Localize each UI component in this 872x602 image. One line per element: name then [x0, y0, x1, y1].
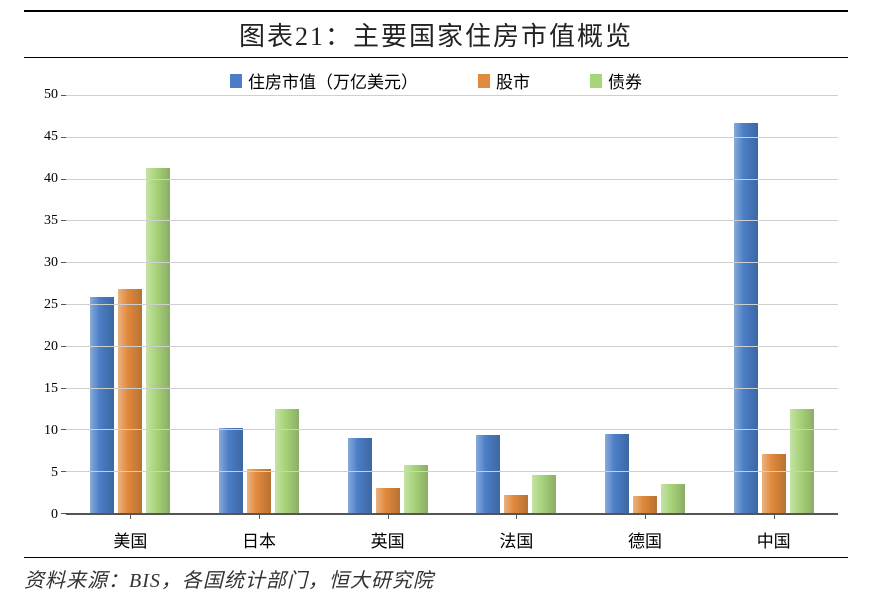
y-tick-mark [61, 220, 66, 221]
y-tick-label: 40 [44, 171, 58, 187]
bar-bond [790, 409, 814, 514]
bar-housing [348, 438, 372, 513]
y-tick-label: 10 [44, 423, 58, 439]
gridline [66, 220, 838, 221]
y-tick-mark [61, 95, 66, 96]
x-label: 日本 [195, 519, 324, 555]
y-tick-mark [61, 388, 66, 389]
plot-area [66, 95, 838, 515]
bar-bond [275, 409, 299, 514]
legend-item: 股市 [478, 68, 530, 93]
legend-label: 债券 [608, 68, 642, 93]
y-tick-label: 15 [44, 381, 58, 397]
chart-title: 图表21：主要国家住房市值概览 [239, 22, 633, 51]
y-tick-mark [61, 513, 66, 514]
y-tick-mark [61, 179, 66, 180]
y-tick-label: 25 [44, 297, 58, 313]
legend-label: 住房市值（万亿美元） [248, 68, 418, 93]
bar-housing [605, 434, 629, 513]
y-tick-label: 50 [44, 87, 58, 103]
y-tick-mark [61, 304, 66, 305]
y-tick-mark [61, 346, 66, 347]
y-tick-label: 20 [44, 339, 58, 355]
legend-label: 股市 [496, 68, 530, 93]
y-tick-label: 30 [44, 255, 58, 271]
gridline [66, 471, 838, 472]
legend-item: 债券 [590, 68, 642, 93]
y-tick-mark [61, 262, 66, 263]
y-tick-label: 0 [51, 507, 58, 523]
figure-container: 图表21：主要国家住房市值概览 住房市值（万亿美元） 股市 债券 0 5 10 15 20 2… [0, 0, 872, 602]
bar-housing [90, 297, 114, 513]
bar-stock [762, 454, 786, 513]
source-text: 资料来源：BIS，各国统计部门，恒大研究院 [24, 570, 434, 592]
gridline [66, 262, 838, 263]
gridline [66, 429, 838, 430]
gridline [66, 346, 838, 347]
bar-stock [247, 469, 271, 513]
bar-stock [376, 488, 400, 513]
y-tick-mark [61, 471, 66, 472]
x-label: 中国 [709, 519, 838, 555]
legend-swatch [230, 74, 242, 88]
gridline [66, 95, 838, 96]
gridline [66, 388, 838, 389]
y-tick-mark [61, 429, 66, 430]
chart-area: 05101520253035404550 美国日本英国法国德国中国 [24, 95, 848, 555]
gridline [66, 304, 838, 305]
x-label: 美国 [66, 519, 195, 555]
bar-stock [633, 496, 657, 513]
legend-swatch [478, 74, 490, 88]
bar-stock [504, 495, 528, 513]
x-label: 德国 [581, 519, 710, 555]
bar-bond [532, 475, 556, 513]
y-tick-label: 35 [44, 213, 58, 229]
bar-bond [661, 484, 685, 513]
y-axis: 05101520253035404550 [24, 95, 64, 515]
bar-stock [118, 289, 142, 513]
y-tick-label: 5 [51, 465, 58, 481]
y-tick-label: 45 [44, 129, 58, 145]
legend-swatch [590, 74, 602, 88]
y-tick-mark [61, 137, 66, 138]
x-label: 法国 [452, 519, 581, 555]
gridline [66, 179, 838, 180]
gridline [66, 137, 838, 138]
legend: 住房市值（万亿美元） 股市 债券 [24, 68, 848, 93]
source-row: 资料来源：BIS，各国统计部门，恒大研究院 [24, 557, 848, 593]
x-axis-labels: 美国日本英国法国德国中国 [66, 519, 838, 555]
bar-housing [734, 123, 758, 513]
legend-item: 住房市值（万亿美元） [230, 68, 418, 93]
title-row: 图表21：主要国家住房市值概览 [24, 10, 848, 58]
x-label: 英国 [323, 519, 452, 555]
bar-bond [404, 465, 428, 513]
bar-housing [476, 435, 500, 513]
